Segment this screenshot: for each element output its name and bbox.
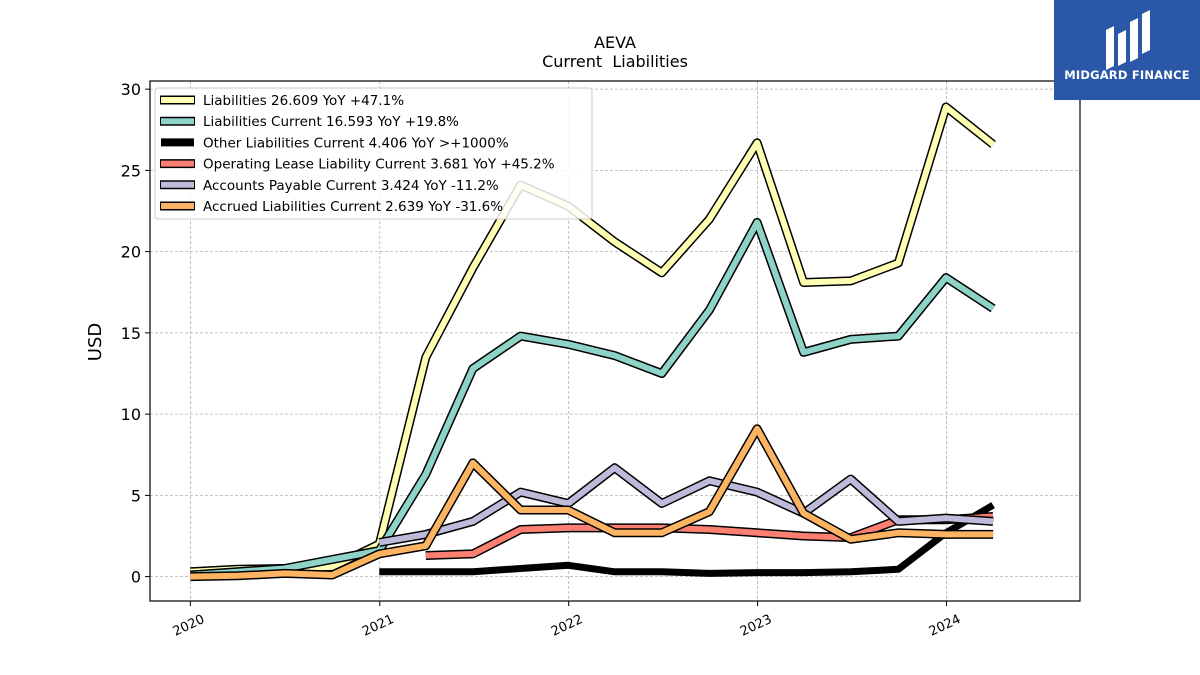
y-tick-label: 5: [131, 486, 141, 505]
y-tick-label: 30: [121, 80, 141, 99]
x-tick-label: 2023: [738, 612, 774, 640]
legend-label: Operating Lease Liability Current 3.681 …: [203, 157, 555, 173]
legend-label: Liabilities 26.609 YoY +47.1%: [203, 93, 404, 109]
y-axis-label: USD: [85, 323, 106, 361]
legend-item: Liabilities 26.609 YoY +47.1%: [160, 93, 404, 109]
series-liabilities-current: [190, 217, 996, 580]
brand-name: MIDGARD FINANCE: [1064, 68, 1190, 82]
series-line: [190, 104, 995, 575]
y-tick-label: 20: [121, 243, 141, 262]
x-tick-label: 2021: [360, 612, 396, 640]
legend-item: Accounts Payable Current 3.424 YoY -11.2…: [160, 178, 499, 194]
series-layer: [190, 102, 996, 582]
legend-item: Operating Lease Liability Current 3.681 …: [160, 157, 555, 173]
legend-box: [154, 87, 593, 220]
series-line: [378, 464, 994, 546]
brand-logo: MIDGARD FINANCE: [1054, 0, 1200, 100]
series-line: [379, 502, 995, 577]
series-accounts-payable-current: [378, 463, 994, 547]
legend-label: Liabilities Current 16.593 YoY +19.8%: [203, 114, 459, 130]
legend-item: Liabilities Current 16.593 YoY +19.8%: [160, 114, 459, 130]
midgard-logo-icon: [1106, 10, 1150, 70]
chart-title: AEVA: [594, 33, 636, 52]
x-tick-label: 2024: [927, 612, 963, 640]
legend: Liabilities 26.609 YoY +47.1% Liabilities…: [154, 87, 593, 220]
series-accrued-liabilities-current: [190, 424, 994, 582]
legend-label: Other Liabilities Current 4.406 YoY >+10…: [203, 135, 509, 151]
series-line: [190, 425, 994, 580]
y-tick-label: 25: [121, 161, 141, 180]
legend-item: Other Liabilities Current 4.406 YoY >+10…: [161, 135, 509, 151]
plot-frame: [149, 80, 1081, 602]
series-other-liabilities-current: [379, 502, 995, 577]
legend-item: Accrued Liabilities Current 2.639 YoY -3…: [160, 199, 503, 215]
y-tick-label: 10: [121, 405, 141, 424]
legend-label: Accounts Payable Current 3.424 YoY -11.2…: [203, 178, 499, 194]
x-tick-label: 2022: [549, 612, 585, 640]
series-liabilities: [190, 102, 996, 577]
y-tick-label: 0: [131, 568, 141, 587]
legend-label: Accrued Liabilities Current 2.639 YoY -3…: [203, 199, 503, 215]
chart-subtitle: Current Liabilities: [542, 52, 688, 71]
y-tick-label: 15: [121, 324, 141, 343]
x-tick-label: 2020: [171, 612, 207, 640]
series-line: [190, 219, 995, 578]
